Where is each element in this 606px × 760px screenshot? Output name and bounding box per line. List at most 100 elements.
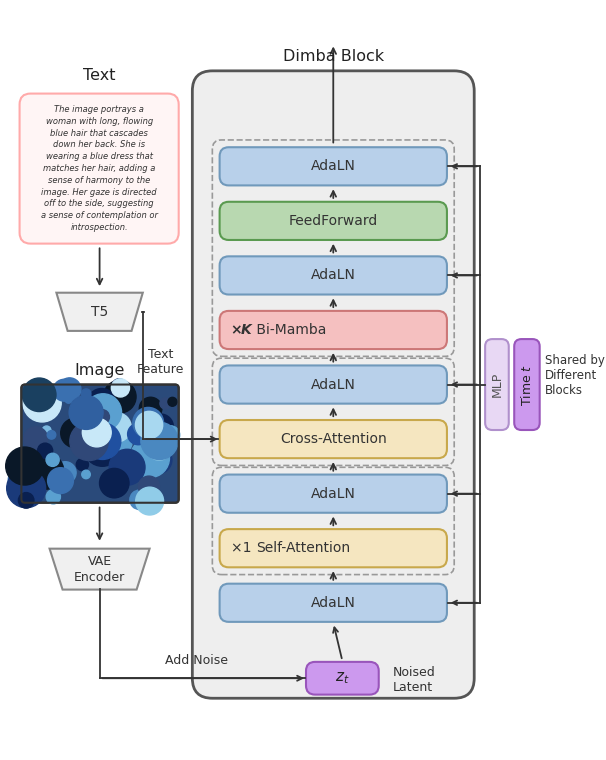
Circle shape [61,418,90,448]
FancyBboxPatch shape [219,584,447,622]
Circle shape [23,384,61,422]
Text: AdaLN: AdaLN [311,378,356,391]
Circle shape [104,380,136,413]
Circle shape [28,453,64,489]
Circle shape [7,469,45,508]
Circle shape [168,397,177,407]
Circle shape [139,397,162,420]
Text: AdaLN: AdaLN [311,160,356,173]
Text: AdaLN: AdaLN [311,486,356,501]
FancyBboxPatch shape [19,93,179,244]
Circle shape [161,426,180,444]
Circle shape [109,449,145,485]
FancyBboxPatch shape [219,147,447,185]
FancyBboxPatch shape [219,474,447,513]
Circle shape [145,447,172,473]
Circle shape [30,382,44,395]
FancyBboxPatch shape [306,662,379,695]
Text: The image portrays a
woman with long, flowing
blue hair that cascades
down her b: The image portrays a woman with long, fl… [41,105,158,232]
Circle shape [87,388,116,416]
Circle shape [46,489,61,504]
Text: Shared by
Different
Blocks: Shared by Different Blocks [545,354,605,397]
Circle shape [112,378,130,397]
Circle shape [76,458,88,470]
Circle shape [8,465,38,495]
Text: VAE
Encoder: VAE Encoder [74,555,125,584]
Circle shape [136,487,164,515]
Circle shape [58,378,81,401]
Circle shape [133,407,164,439]
Circle shape [5,447,44,485]
Circle shape [81,417,121,458]
Text: AdaLN: AdaLN [311,268,356,283]
Circle shape [138,476,159,497]
FancyBboxPatch shape [219,529,447,567]
Circle shape [22,378,56,412]
FancyBboxPatch shape [219,202,447,240]
Circle shape [102,413,132,442]
Circle shape [99,468,129,498]
Circle shape [84,429,121,467]
Text: K: K [241,323,251,337]
Polygon shape [56,293,143,331]
Text: Add Noise: Add Noise [165,654,228,667]
FancyBboxPatch shape [219,311,447,349]
Circle shape [117,477,126,486]
Circle shape [49,455,56,463]
Text: Noised
Latent: Noised Latent [392,666,435,694]
Text: FeedForward: FeedForward [288,214,378,228]
Circle shape [147,435,172,460]
FancyBboxPatch shape [219,256,447,295]
Text: $z_t$: $z_t$ [335,670,350,686]
Circle shape [135,411,162,439]
Circle shape [18,492,34,508]
Text: Cross-Attention: Cross-Attention [280,432,387,446]
FancyBboxPatch shape [219,420,447,458]
Text: Image: Image [75,363,125,378]
Text: Text
Feature: Text Feature [137,348,184,376]
FancyBboxPatch shape [21,385,179,503]
Circle shape [130,439,170,477]
Circle shape [84,423,121,460]
Circle shape [161,431,174,444]
Text: ×1: ×1 [230,541,255,556]
Circle shape [70,422,108,461]
Text: Self-Attention: Self-Attention [256,541,350,556]
Circle shape [55,462,76,483]
Circle shape [82,470,90,479]
Circle shape [65,396,72,404]
Polygon shape [50,549,150,590]
FancyBboxPatch shape [514,339,540,430]
Circle shape [48,467,73,493]
Circle shape [24,427,48,451]
Circle shape [141,423,178,460]
Text: MLP: MLP [490,372,504,397]
Circle shape [130,490,149,509]
Text: AdaLN: AdaLN [311,596,356,610]
Circle shape [158,429,170,442]
Circle shape [128,423,149,445]
Text: Dimba Block: Dimba Block [283,49,384,64]
Circle shape [69,395,103,429]
Circle shape [46,453,59,467]
Circle shape [84,394,122,431]
FancyBboxPatch shape [485,339,509,430]
Circle shape [53,379,75,401]
FancyBboxPatch shape [192,71,474,698]
Circle shape [108,430,132,454]
Text: ×: × [230,323,242,337]
FancyBboxPatch shape [219,366,447,404]
Circle shape [71,423,107,459]
Circle shape [38,443,53,458]
Circle shape [160,398,171,409]
Circle shape [41,388,49,396]
Text: Time $t$: Time $t$ [520,363,534,406]
Circle shape [147,414,173,440]
Circle shape [82,418,111,447]
Text: T5: T5 [91,305,108,318]
Circle shape [112,378,127,393]
Text: Bi-Mamba: Bi-Mamba [252,323,327,337]
Circle shape [95,410,110,424]
Circle shape [81,389,91,398]
Circle shape [42,426,51,435]
